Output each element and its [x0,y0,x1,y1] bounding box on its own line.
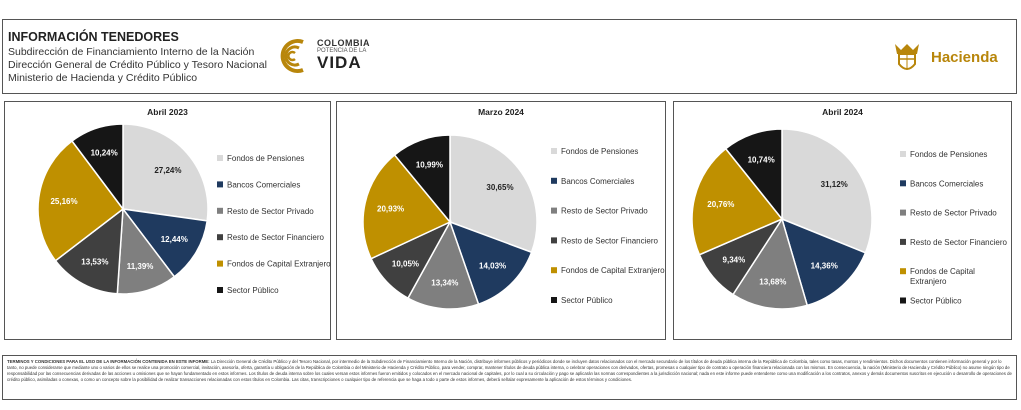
legend-label-resto-de-sector-privado: Resto de Sector Privado [910,209,997,218]
report-title: INFORMACIÓN TENEDORES [8,30,179,44]
data-label-sector-publico: 10,74% [748,156,775,165]
legend-label-fondos-de-pensiones: Fondos de Pensiones [910,150,987,159]
subdirection-name: Subdirección de Financiamiento Interno d… [8,46,255,58]
legend-swatch-resto-de-sector-financiero [900,238,906,245]
chart-title: Abril 2023 [147,107,188,117]
pie-slice-bancos-comerciales [780,217,867,307]
legend-label-sector-publico: Sector Público [227,286,279,295]
legend-label-fondos-de-capital-extranjero: Fondos de Capital Extranjero [910,267,975,286]
legend-swatch-resto-de-sector-privado [551,207,557,214]
pie-chart-abril-2024: 31,12% 14,36% 13,68% 9,34% 20,76% 10,74% Fondo… [691,128,1007,310]
data-label-resto-de-sector-privado: 13,68% [759,277,786,286]
data-label-fondos-de-capital-extranjero: 20,93% [377,205,404,214]
terms-heading: TERMINOS Y CONDICIONES PARA EL USO DE LA… [7,359,210,364]
logo-line-vida: VIDA [317,53,362,72]
pie-chart-abril-2023: 27,24% 12,44% 11,39% 13,53% 25,16% 10,24% Fond… [37,123,331,295]
logo-line-colombia: COLOMBIA [317,38,370,48]
legend-swatch-fondos-de-pensiones [900,151,906,157]
hacienda-logo: Hacienda [889,40,1014,76]
pie-slice-sector-publico [393,134,451,225]
legend-label-sector-publico: Sector Público [561,296,613,305]
legend-swatch-bancos-comerciales [217,181,223,188]
coat-of-arms-icon [895,44,919,70]
chart-panel-abril-2024: Abril 2024 31,12% 14,36% 13,68% 9,34% 20,76%… [673,101,1012,340]
direction-name: Dirección General de Crédito Público y T… [8,59,267,71]
legend-swatch-resto-de-sector-privado [217,207,223,214]
pie-chart-marzo-2024: 30,65% 14,03% 13,34% 10,05% 20,93% 10,99% Fond… [362,134,665,310]
legend-label-resto-de-sector-privado: Resto de Sector Privado [227,207,314,216]
data-label-fondos-de-capital-extranjero: 25,16% [50,197,77,206]
chart-panel-marzo-2024: Marzo 2024 30,65% 14,03% 13,34% 10,05% 20,93… [336,101,666,340]
legend-label-resto-de-sector-privado: Resto de Sector Privado [561,207,648,216]
terms-body: La Dirección General de Crédito Público … [7,359,1012,382]
legend-label-bancos-comerciales: Bancos Comerciales [227,180,300,189]
hacienda-label: Hacienda [931,49,998,66]
data-label-resto-de-sector-financiero: 9,34% [723,256,746,265]
legend-label-sector-publico: Sector Público [910,297,962,306]
pie-slice-bancos-comerciales [448,220,533,306]
pie-slice-fondos-de-pensiones [449,134,538,254]
legend-label-fondos-de-capital-extranjero: Fondos de Capital Extranjero [561,266,665,275]
pie-slice-bancos-comerciales [121,208,209,278]
report-header: INFORMACIÓN TENEDORES Subdirección de Fi… [2,19,1017,94]
pie-slice-fondos-de-capital-extranjero [691,147,784,256]
legend-label-fondos-de-capital-extranjero: Fondos de Capital Extranjero [227,260,331,269]
data-label-fondos-de-pensiones: 30,65% [486,183,513,192]
data-label-sector-publico: 10,99% [416,161,443,170]
pie-slice-resto-de-sector-privado [406,220,480,310]
ministry-name: Ministerio de Hacienda y Crédito Público [8,72,198,84]
data-label-fondos-de-capital-extranjero: 20,76% [707,200,734,209]
chart-panel-abril-2023: Abril 2023 27,24% 12,44% 11,39% 13,53% 25,16… [4,101,331,340]
data-label-bancos-comerciales: 14,36% [811,262,838,271]
pie-slice-resto-de-sector-privado [731,217,809,310]
legend-swatch-sector-publico [551,297,557,303]
terms-and-conditions: TERMINOS Y CONDICIONES PARA EL USO DE LA… [2,355,1017,400]
colombia-logo-icon [280,39,304,73]
legend-swatch-bancos-comerciales [900,180,906,187]
legend-label-resto-de-sector-financiero: Resto de Sector Financiero [910,238,1007,247]
pie-slice-sector-publico [70,123,124,212]
colombia-potencia-logo: COLOMBIA POTENCIA DE LA VIDA [273,38,383,78]
pie-slice-fondos-de-capital-extranjero [362,153,452,260]
legend-label-fondos-de-pensiones: Fondos de Pensiones [561,147,638,156]
legend-swatch-fondos-de-pensiones [551,148,557,154]
pie-slice-resto-de-sector-financiero [54,207,124,295]
legend-swatch-bancos-comerciales [551,177,557,184]
legend-swatch-resto-de-sector-privado [900,209,906,216]
data-label-bancos-comerciales: 12,44% [161,235,188,244]
data-label-fondos-de-pensiones: 27,24% [154,166,181,175]
data-label-resto-de-sector-financiero: 10,05% [392,260,419,269]
pie-slice-fondos-de-capital-extranjero [37,139,125,262]
legend-label-resto-de-sector-financiero: Resto de Sector Financiero [561,236,658,245]
data-label-fondos-de-pensiones: 31,12% [821,180,848,189]
legend-label-fondos-de-pensiones: Fondos de Pensiones [227,154,304,163]
legend-swatch-resto-de-sector-financiero [217,234,223,241]
legend-swatch-fondos-de-capital-extranjero [217,260,223,267]
chart-title: Abril 2024 [822,107,863,117]
pie-slice-sector-publico [724,128,783,222]
legend-swatch-sector-publico [900,297,906,304]
data-label-resto-de-sector-privado: 11,39% [127,262,154,271]
logo-line-potencia: POTENCIA DE LA [317,48,367,54]
legend-swatch-resto-de-sector-financiero [551,237,557,244]
legend-label-resto-de-sector-financiero: Resto de Sector Financiero [227,233,324,242]
data-label-bancos-comerciales: 14,03% [479,262,506,271]
legend-label-bancos-comerciales: Bancos Comerciales [910,179,983,188]
legend-swatch-fondos-de-capital-extranjero [551,267,557,274]
pie-slice-fondos-de-pensiones [122,123,209,222]
legend-label-bancos-comerciales: Bancos Comerciales [561,177,634,186]
data-label-resto-de-sector-financiero: 13,53% [81,257,108,266]
data-label-sector-publico: 10,24% [91,149,118,158]
pie-slice-fondos-de-pensiones [781,128,873,254]
legend-swatch-sector-publico [217,287,223,293]
legend-swatch-fondos-de-capital-extranjero [900,268,906,275]
data-label-resto-de-sector-privado: 13,34% [431,279,458,288]
chart-title: Marzo 2024 [478,107,524,117]
legend-swatch-fondos-de-pensiones [217,155,223,161]
